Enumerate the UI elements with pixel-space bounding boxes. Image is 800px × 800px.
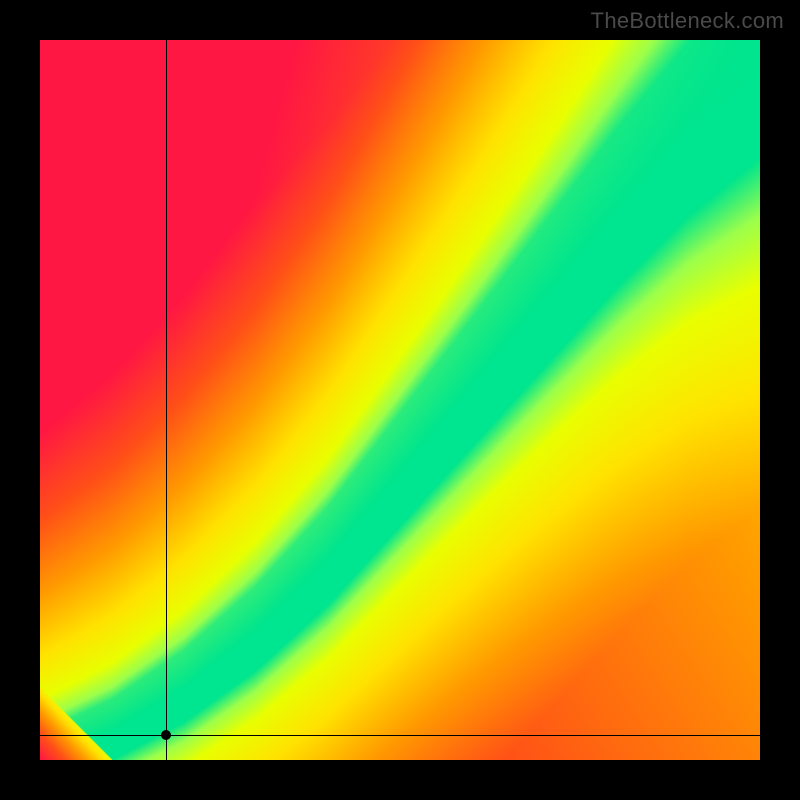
tick-bottom <box>112 770 113 778</box>
tick-bottom <box>328 770 329 778</box>
tick-left <box>22 472 30 473</box>
heatmap-canvas <box>40 40 760 760</box>
crosshair-horizontal <box>40 735 760 736</box>
crosshair-vertical <box>166 40 167 760</box>
tick-left <box>22 760 30 761</box>
watermark-text: TheBottleneck.com <box>591 8 784 34</box>
tick-left <box>22 616 30 617</box>
axis-bottom-ticks <box>40 769 760 770</box>
tick-bottom <box>760 770 761 778</box>
tick-bottom <box>688 770 689 778</box>
tick-bottom <box>184 770 185 778</box>
crosshair-marker <box>161 730 171 740</box>
plot-area <box>40 40 760 760</box>
tick-left <box>22 184 30 185</box>
tick-bottom <box>472 770 473 778</box>
axis-left-ticks <box>30 40 31 760</box>
tick-left <box>22 328 30 329</box>
tick-left <box>22 544 30 545</box>
tick-bottom <box>400 770 401 778</box>
tick-left <box>22 400 30 401</box>
tick-left <box>22 112 30 113</box>
tick-bottom <box>616 770 617 778</box>
tick-left <box>22 40 30 41</box>
tick-bottom <box>544 770 545 778</box>
tick-left <box>22 688 30 689</box>
tick-bottom <box>40 770 41 778</box>
tick-bottom <box>256 770 257 778</box>
chart-container: TheBottleneck.com <box>0 0 800 800</box>
tick-left <box>22 256 30 257</box>
